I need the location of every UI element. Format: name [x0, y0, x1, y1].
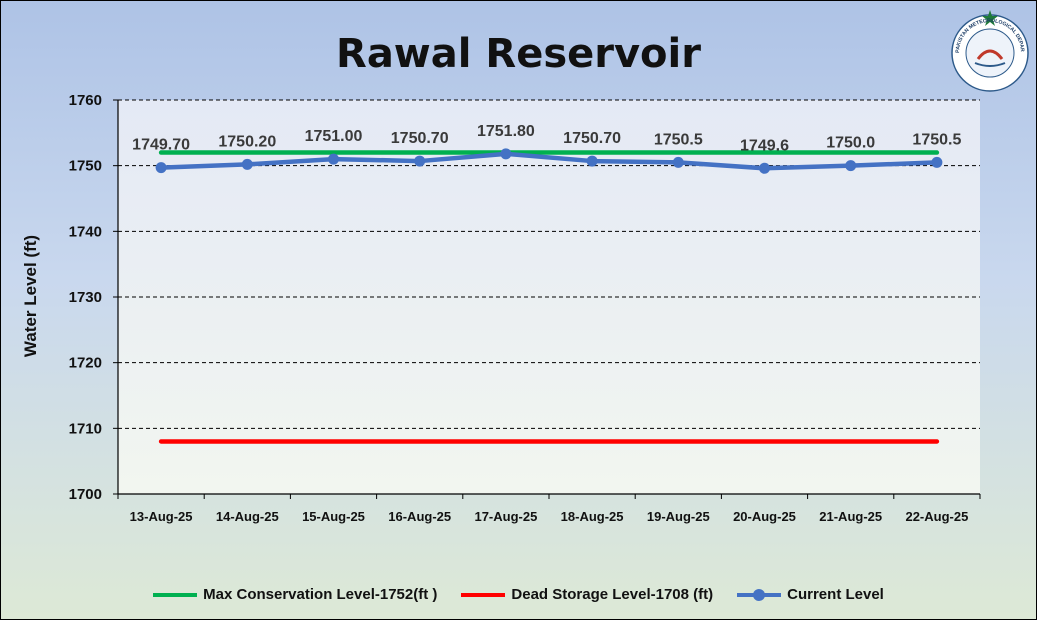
y-tick-label: 1740 — [69, 223, 102, 240]
legend-item-dead-storage: Dead Storage Level-1708 (ft) — [461, 586, 713, 603]
x-tick-label: 13-Aug-25 — [130, 509, 193, 524]
legend-label: Current Level — [787, 586, 884, 603]
current-level-point — [845, 160, 857, 172]
y-tick-label: 1710 — [69, 420, 102, 437]
data-label: 1750.5 — [912, 131, 961, 148]
legend-item-current-level: Current Level — [737, 586, 884, 603]
y-tick-label: 1700 — [69, 486, 102, 503]
x-tick-label: 15-Aug-25 — [302, 509, 365, 524]
data-label: 1751.80 — [477, 123, 535, 140]
x-tick-label: 20-Aug-25 — [733, 509, 796, 524]
y-tick-label: 1760 — [69, 92, 102, 109]
x-tick-label: 16-Aug-25 — [388, 509, 451, 524]
pmd-logo-icon: PAKISTAN METEOROLOGICAL DEPARTMENT — [945, 7, 1029, 92]
current-level-point — [586, 155, 598, 167]
y-tick-label: 1730 — [69, 289, 102, 306]
current-level-line — [158, 151, 940, 171]
data-label: 1750.5 — [654, 131, 703, 148]
x-tick-label: 14-Aug-25 — [216, 509, 279, 524]
current-level-point — [931, 156, 943, 168]
chart-title: Rawal Reservoir — [336, 31, 701, 77]
current-level-point — [759, 162, 770, 174]
data-label: 1750.0 — [826, 135, 875, 152]
data-label: 1749.6 — [740, 137, 789, 154]
data-label: 1750.70 — [563, 130, 621, 147]
legend-swatch-green — [153, 592, 198, 597]
legend-item-max-conservation: Max Conservation Level-1752(ft ) — [153, 586, 437, 603]
chart-legend: Max Conservation Level-1752(ft ) Dead St… — [1, 586, 1036, 603]
current-level-point — [500, 148, 512, 160]
y-tick-label: 1720 — [69, 355, 102, 372]
legend-label: Max Conservation Level-1752(ft ) — [203, 586, 438, 603]
current-level-point — [155, 162, 167, 174]
data-label: 1751.00 — [305, 128, 363, 145]
data-label: 1750.70 — [391, 130, 449, 147]
current-level-point — [328, 153, 339, 165]
x-tick-label: 22-Aug-25 — [905, 509, 968, 524]
legend-swatch-blue — [737, 588, 782, 601]
current-level-point — [414, 155, 426, 167]
legend-label: Dead Storage Level-1708 (ft) — [511, 586, 714, 603]
x-tick-label: 18-Aug-25 — [561, 509, 624, 524]
data-label: 1750.20 — [218, 133, 276, 150]
current-level-point — [672, 156, 684, 168]
legend-swatch-red — [461, 592, 506, 597]
y-tick-label: 1750 — [69, 158, 102, 175]
x-tick-label: 17-Aug-25 — [474, 509, 537, 524]
x-tick-label: 21-Aug-25 — [819, 509, 882, 524]
x-tick-label: 19-Aug-25 — [647, 509, 710, 524]
data-label: 1749.70 — [132, 137, 190, 154]
current-level-point — [241, 158, 253, 170]
